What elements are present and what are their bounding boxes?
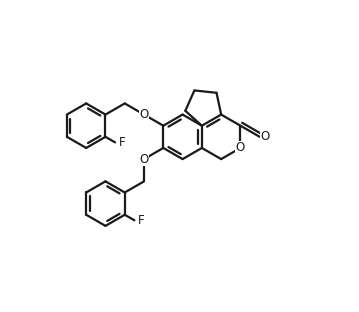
Text: O: O (139, 153, 149, 166)
Text: F: F (138, 214, 145, 227)
Text: F: F (119, 136, 125, 149)
Text: O: O (261, 130, 270, 143)
Text: O: O (236, 141, 245, 154)
Text: O: O (139, 108, 149, 121)
